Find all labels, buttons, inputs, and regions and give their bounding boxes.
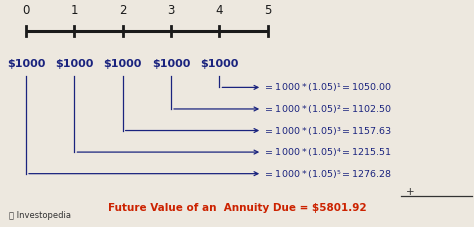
Text: ⓘ Investopedia: ⓘ Investopedia — [9, 211, 72, 220]
Text: $1000: $1000 — [104, 59, 142, 69]
Text: 0: 0 — [22, 4, 30, 17]
Text: = $1000*(1.05)⁴ = $1215.51: = $1000*(1.05)⁴ = $1215.51 — [264, 146, 392, 158]
Text: = $1000*(1.05)¹ = $1050.00: = $1000*(1.05)¹ = $1050.00 — [264, 81, 393, 93]
Text: 1: 1 — [71, 4, 78, 17]
Text: +: + — [406, 187, 414, 197]
Text: $1000: $1000 — [55, 59, 93, 69]
Text: 3: 3 — [167, 4, 175, 17]
Text: = $1000*(1.05)³ = $1157.63: = $1000*(1.05)³ = $1157.63 — [264, 125, 392, 136]
Text: 4: 4 — [216, 4, 223, 17]
Text: $1000: $1000 — [7, 59, 45, 69]
Text: 2: 2 — [119, 4, 127, 17]
Text: $1000: $1000 — [152, 59, 190, 69]
Text: = $1000*(1.05)² = $1102.50: = $1000*(1.05)² = $1102.50 — [264, 103, 393, 115]
Text: Future Value of an  Annuity Due = $5801.92: Future Value of an Annuity Due = $5801.9… — [108, 203, 366, 213]
Text: $1000: $1000 — [201, 59, 238, 69]
Text: 5: 5 — [264, 4, 272, 17]
Text: = $1000*(1.05)⁵ = $1276.28: = $1000*(1.05)⁵ = $1276.28 — [264, 168, 392, 180]
